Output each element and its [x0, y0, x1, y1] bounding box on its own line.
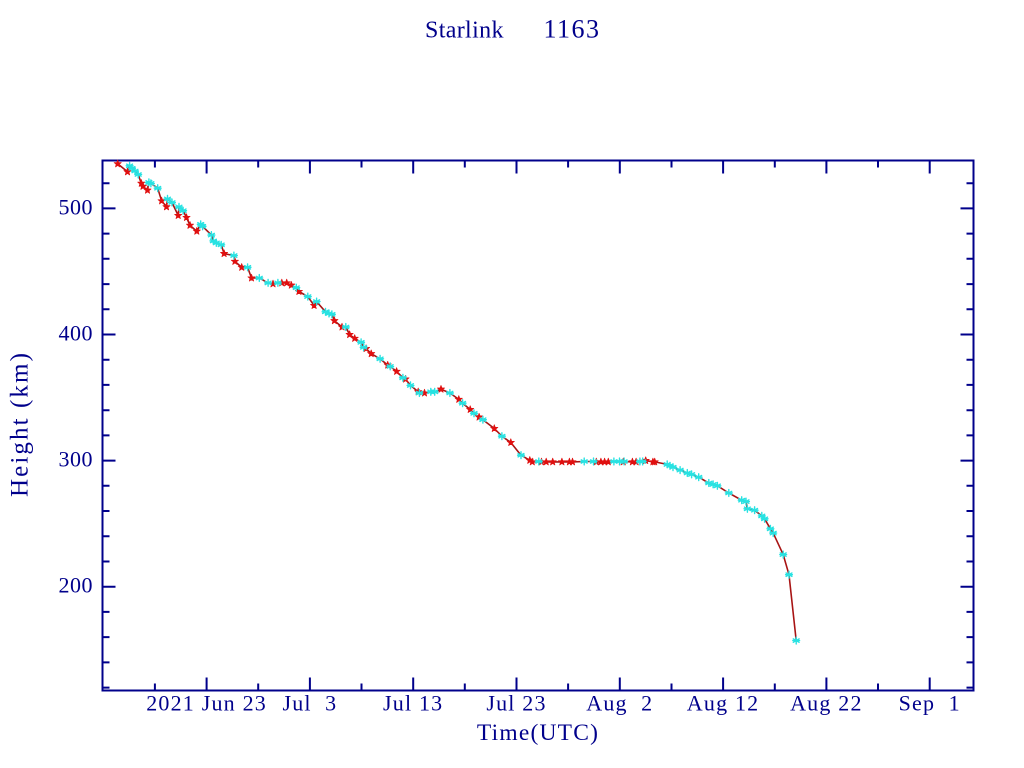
- svg-text:500: 500: [59, 194, 94, 219]
- svg-text:Starlink: Starlink: [425, 18, 504, 44]
- svg-text:Time(UTC): Time(UTC): [477, 720, 599, 746]
- svg-text:Sep 1: Sep 1: [899, 691, 961, 716]
- svg-text:200: 200: [59, 573, 94, 598]
- svg-text:Aug 12: Aug 12: [687, 691, 760, 716]
- svg-text:1163: 1163: [544, 15, 601, 44]
- svg-text:Jul 13: Jul 13: [383, 691, 443, 716]
- svg-text:300: 300: [59, 447, 94, 472]
- svg-text:Aug 2: Aug 2: [586, 691, 653, 716]
- svg-text:Height (km): Height (km): [7, 351, 34, 497]
- svg-text:2021 Jun 23: 2021 Jun 23: [146, 691, 267, 716]
- svg-text:Aug 22: Aug 22: [790, 691, 863, 716]
- svg-text:400: 400: [59, 320, 94, 345]
- svg-text:Jul 3: Jul 3: [282, 691, 337, 716]
- svg-text:Jul 23: Jul 23: [486, 691, 546, 716]
